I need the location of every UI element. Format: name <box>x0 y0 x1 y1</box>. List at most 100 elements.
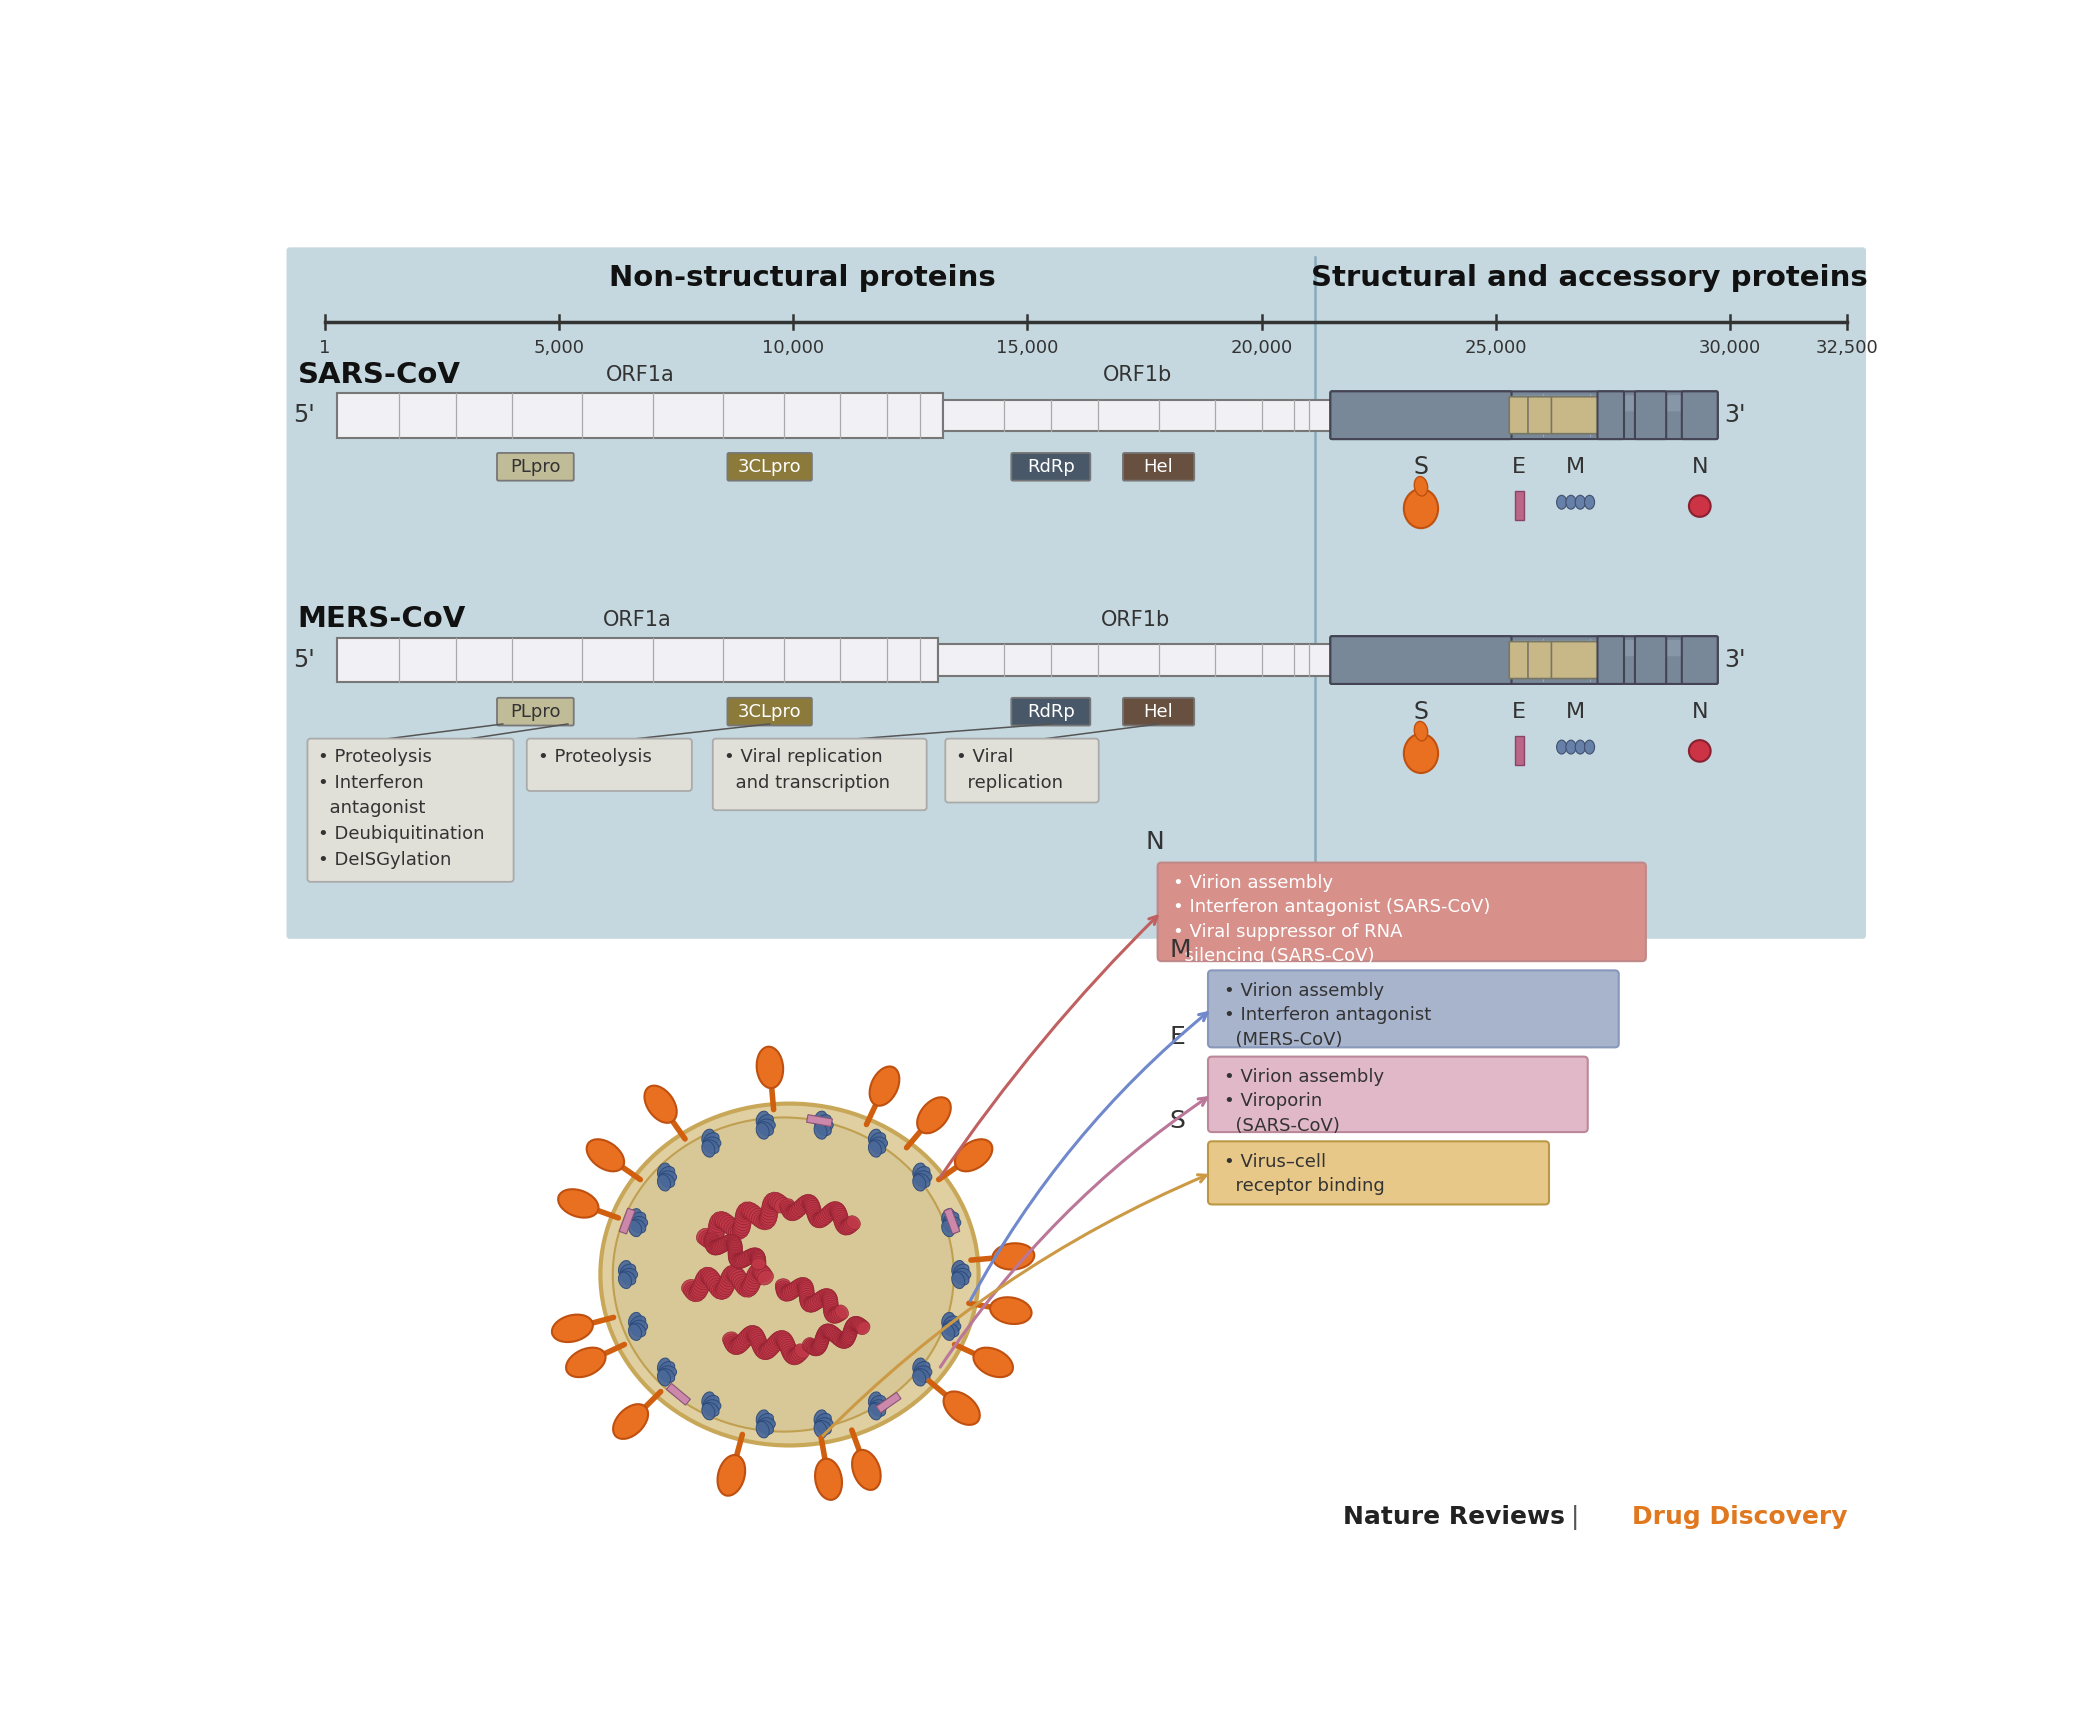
Ellipse shape <box>659 1170 676 1183</box>
Ellipse shape <box>916 1366 932 1379</box>
Ellipse shape <box>710 1242 722 1255</box>
Ellipse shape <box>613 1405 649 1439</box>
Text: Structural and accessory proteins: Structural and accessory proteins <box>1310 264 1867 293</box>
Ellipse shape <box>731 1254 743 1268</box>
Ellipse shape <box>769 1333 783 1349</box>
Ellipse shape <box>756 1268 773 1283</box>
Ellipse shape <box>848 1316 861 1330</box>
Ellipse shape <box>827 1202 840 1217</box>
Ellipse shape <box>741 1280 758 1294</box>
Ellipse shape <box>815 1212 827 1228</box>
Ellipse shape <box>823 1299 838 1311</box>
Ellipse shape <box>781 1346 798 1359</box>
Ellipse shape <box>943 1323 960 1337</box>
Ellipse shape <box>689 1285 704 1302</box>
Ellipse shape <box>714 1240 727 1254</box>
Ellipse shape <box>781 1205 796 1217</box>
Ellipse shape <box>762 1342 777 1358</box>
Ellipse shape <box>657 1174 670 1191</box>
FancyBboxPatch shape <box>1636 636 1665 683</box>
Bar <box>945 1209 960 1235</box>
FancyBboxPatch shape <box>1529 642 1552 678</box>
Ellipse shape <box>657 1164 670 1179</box>
Ellipse shape <box>706 1240 720 1252</box>
Ellipse shape <box>733 1254 743 1268</box>
Ellipse shape <box>746 1205 760 1221</box>
Ellipse shape <box>943 1219 960 1233</box>
Ellipse shape <box>754 1264 769 1280</box>
Ellipse shape <box>815 1332 830 1342</box>
Ellipse shape <box>832 1209 846 1221</box>
Ellipse shape <box>657 1370 670 1385</box>
Ellipse shape <box>783 1205 798 1219</box>
Ellipse shape <box>806 1205 821 1217</box>
Ellipse shape <box>775 1330 790 1347</box>
Ellipse shape <box>712 1283 729 1299</box>
Ellipse shape <box>869 1139 886 1153</box>
Ellipse shape <box>794 1344 808 1358</box>
Ellipse shape <box>815 1332 830 1344</box>
Text: MERS-CoV: MERS-CoV <box>298 605 466 633</box>
Ellipse shape <box>813 1337 827 1349</box>
Ellipse shape <box>762 1200 779 1214</box>
Ellipse shape <box>840 1333 853 1347</box>
Ellipse shape <box>752 1339 769 1351</box>
Ellipse shape <box>790 1281 802 1295</box>
Ellipse shape <box>737 1203 754 1219</box>
Ellipse shape <box>832 1307 844 1321</box>
Ellipse shape <box>704 1396 718 1410</box>
Ellipse shape <box>733 1219 750 1233</box>
Ellipse shape <box>750 1248 762 1262</box>
Ellipse shape <box>838 1333 851 1349</box>
Ellipse shape <box>720 1236 733 1250</box>
Ellipse shape <box>706 1233 720 1248</box>
Ellipse shape <box>802 1195 815 1210</box>
FancyBboxPatch shape <box>1598 392 1623 439</box>
Ellipse shape <box>853 1450 880 1490</box>
Ellipse shape <box>914 1370 926 1385</box>
Ellipse shape <box>806 1340 819 1354</box>
Ellipse shape <box>758 1115 773 1129</box>
Ellipse shape <box>783 1285 796 1300</box>
Ellipse shape <box>798 1287 815 1299</box>
Ellipse shape <box>620 1261 632 1276</box>
Ellipse shape <box>567 1347 605 1377</box>
Ellipse shape <box>840 1332 855 1344</box>
Text: E: E <box>1512 702 1527 721</box>
Ellipse shape <box>806 1202 821 1216</box>
Text: N: N <box>1147 831 1166 855</box>
Ellipse shape <box>720 1216 735 1231</box>
Text: M: M <box>1567 456 1586 477</box>
Ellipse shape <box>697 1228 712 1243</box>
Ellipse shape <box>708 1219 727 1233</box>
FancyBboxPatch shape <box>1012 453 1090 480</box>
Ellipse shape <box>916 1170 932 1183</box>
Ellipse shape <box>741 1280 754 1297</box>
Ellipse shape <box>704 1132 718 1146</box>
FancyBboxPatch shape <box>1124 697 1195 725</box>
Ellipse shape <box>657 1358 670 1375</box>
Ellipse shape <box>943 1391 981 1425</box>
Ellipse shape <box>842 1327 857 1339</box>
Ellipse shape <box>628 1221 643 1236</box>
Ellipse shape <box>815 1458 842 1500</box>
Ellipse shape <box>832 1207 846 1219</box>
Ellipse shape <box>729 1242 743 1254</box>
Ellipse shape <box>735 1209 752 1222</box>
FancyBboxPatch shape <box>1552 642 1600 678</box>
Ellipse shape <box>846 1318 861 1332</box>
Ellipse shape <box>817 1418 834 1431</box>
Text: RdRp: RdRp <box>1027 702 1075 721</box>
Ellipse shape <box>691 1285 706 1300</box>
Ellipse shape <box>748 1248 760 1262</box>
Ellipse shape <box>748 1248 760 1262</box>
Ellipse shape <box>628 1313 643 1328</box>
Ellipse shape <box>727 1339 741 1353</box>
Ellipse shape <box>758 1271 773 1285</box>
Text: RdRp: RdRp <box>1027 458 1075 475</box>
Ellipse shape <box>659 1368 674 1382</box>
Text: PLpro: PLpro <box>510 702 561 721</box>
Ellipse shape <box>823 1294 838 1306</box>
Ellipse shape <box>834 1212 848 1226</box>
Ellipse shape <box>718 1214 733 1229</box>
